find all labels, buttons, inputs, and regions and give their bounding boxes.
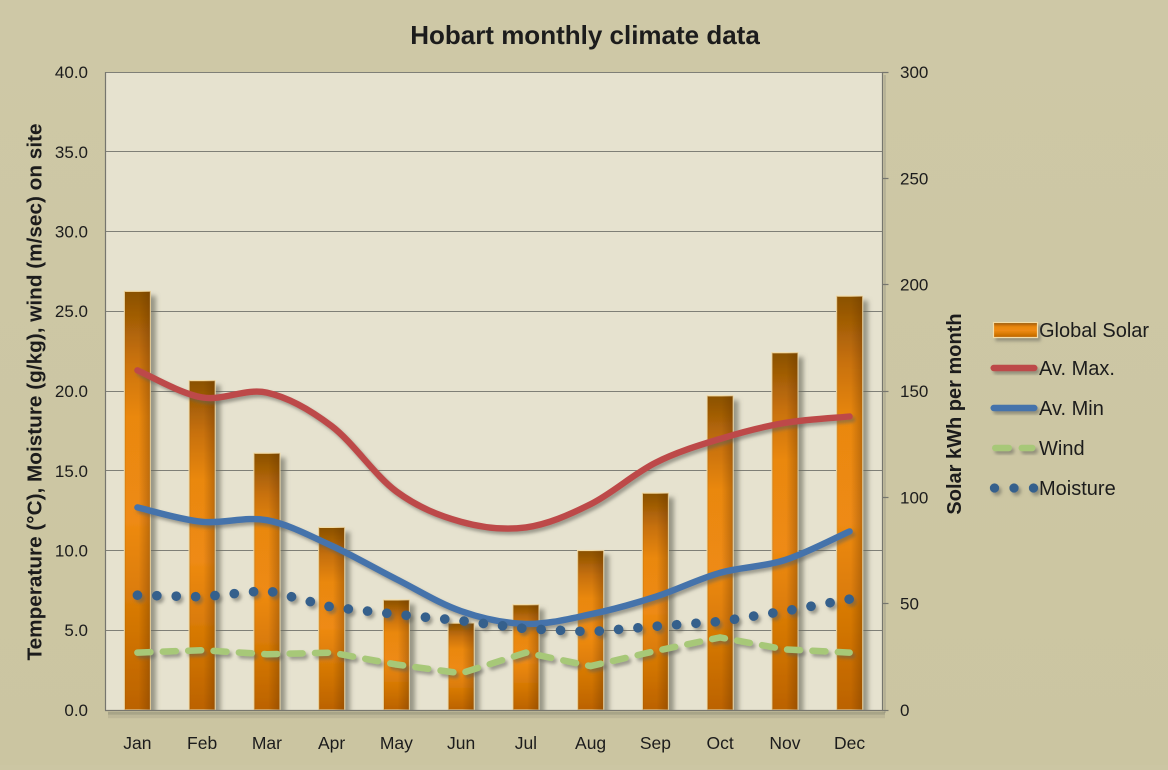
svg-text:200: 200 xyxy=(900,276,928,295)
svg-text:0.0: 0.0 xyxy=(64,701,88,720)
svg-text:Temperature (°C), Moisture (g/: Temperature (°C), Moisture (g/kg), wind … xyxy=(24,123,47,660)
svg-text:Jul: Jul xyxy=(515,733,537,753)
svg-text:Feb: Feb xyxy=(187,733,217,753)
svg-text:10.0: 10.0 xyxy=(55,542,88,561)
svg-text:100: 100 xyxy=(900,488,928,507)
svg-text:40.0: 40.0 xyxy=(55,63,88,82)
svg-text:Global Solar: Global Solar xyxy=(1039,320,1149,342)
svg-text:Sep: Sep xyxy=(640,733,671,753)
svg-text:Av. Max.: Av. Max. xyxy=(1039,358,1115,380)
svg-text:Nov: Nov xyxy=(769,733,800,753)
svg-text:20.0: 20.0 xyxy=(55,382,88,401)
svg-text:Solar kWh per month: Solar kWh per month xyxy=(944,313,966,514)
svg-text:Hobart monthly climate data: Hobart monthly climate data xyxy=(410,20,760,50)
svg-text:Apr: Apr xyxy=(318,733,345,753)
svg-text:Moisture: Moisture xyxy=(1039,478,1116,500)
svg-text:15.0: 15.0 xyxy=(55,462,88,481)
svg-text:Aug: Aug xyxy=(575,733,606,753)
svg-text:Mar: Mar xyxy=(252,733,282,753)
svg-text:25.0: 25.0 xyxy=(55,302,88,321)
svg-text:35.0: 35.0 xyxy=(55,143,88,162)
svg-text:Jun: Jun xyxy=(447,733,475,753)
svg-text:300: 300 xyxy=(900,63,928,82)
svg-text:5.0: 5.0 xyxy=(64,621,88,640)
svg-text:0: 0 xyxy=(900,701,909,720)
svg-text:50: 50 xyxy=(900,595,919,614)
svg-text:Wind: Wind xyxy=(1039,438,1085,460)
svg-text:Dec: Dec xyxy=(834,733,865,753)
svg-text:30.0: 30.0 xyxy=(55,223,88,242)
svg-text:150: 150 xyxy=(900,382,928,401)
svg-text:Oct: Oct xyxy=(706,733,733,753)
svg-text:250: 250 xyxy=(900,169,928,188)
svg-text:May: May xyxy=(380,733,413,753)
svg-text:Av. Min: Av. Min xyxy=(1039,398,1104,420)
svg-text:Jan: Jan xyxy=(123,733,151,753)
